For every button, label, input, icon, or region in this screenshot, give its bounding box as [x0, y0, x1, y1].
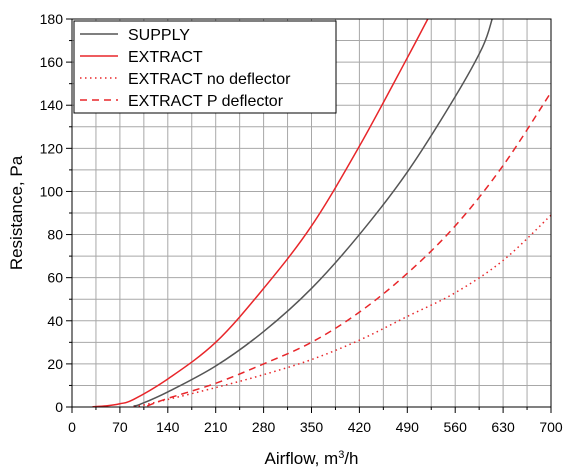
y-tick-label: 180	[40, 11, 64, 27]
x-tick-label: 0	[68, 419, 76, 435]
series-line-4	[147, 91, 551, 407]
x-tick-label: 280	[252, 419, 276, 435]
legend-label-4: EXTRACT P deflector	[128, 93, 284, 110]
x-tick-label: 70	[112, 419, 128, 435]
y-tick-label: 0	[55, 399, 63, 415]
y-tick-label: 160	[40, 54, 64, 70]
y-tick-label: 140	[40, 97, 64, 113]
x-tick-label: 630	[491, 419, 515, 435]
legend-box	[73, 20, 337, 114]
y-tick-label: 100	[40, 183, 64, 199]
x-tick-label: 420	[348, 419, 372, 435]
y-tick-label: 40	[47, 313, 63, 329]
x-axis-title-suffix: /h	[344, 449, 358, 468]
x-axis-title-main: Airflow, m	[265, 449, 339, 468]
y-tick-label: 80	[47, 227, 63, 243]
legend: SUPPLY EXTRACT EXTRACT no deflector EXTRACT…	[73, 20, 337, 114]
legend-label-3: EXTRACT no deflector	[128, 71, 291, 88]
x-axis-title-sup: 3	[338, 449, 344, 461]
series-layer	[92, 19, 551, 407]
x-axis-title: Airflow, m3/h	[265, 449, 359, 468]
tick-labels: 0 70 140 210 280 350 420 490 560 630 700 0 20 40 60 80 1…	[40, 11, 563, 435]
series-line-1	[133, 19, 493, 407]
series-line-2	[92, 19, 429, 407]
x-tick-label: 350	[300, 419, 324, 435]
y-axis-title: Resistance, Pa	[7, 155, 26, 270]
legend-label-1: SUPPLY	[128, 27, 190, 44]
y-tick-label: 20	[47, 356, 63, 372]
x-tick-label: 490	[396, 419, 420, 435]
y-tick-label: 60	[47, 270, 63, 286]
x-tick-label: 700	[539, 419, 563, 435]
x-tick-label: 560	[444, 419, 468, 435]
x-tick-label: 140	[156, 419, 180, 435]
axis-ticks	[66, 18, 552, 413]
x-tick-label: 210	[204, 419, 228, 435]
legend-label-2: EXTRACT	[128, 49, 203, 66]
y-tick-label: 120	[40, 140, 64, 156]
